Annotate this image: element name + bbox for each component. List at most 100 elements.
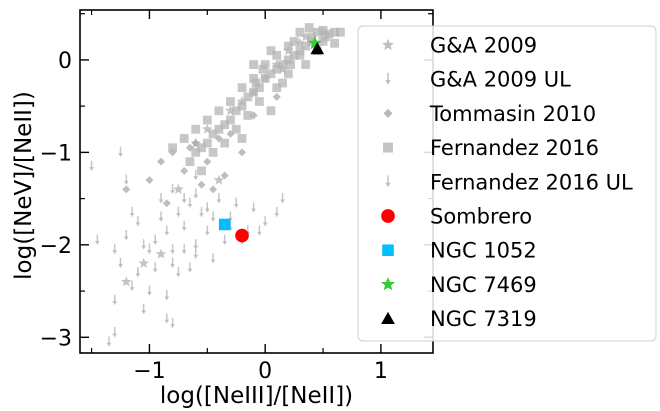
upper-limit-arrow-head (233, 204, 239, 209)
data-point (307, 32, 316, 42)
data-point (118, 146, 123, 158)
upper-limit-arrow-head (187, 204, 193, 209)
data-point (168, 143, 177, 153)
upper-limit-arrow-head (193, 245, 199, 250)
upper-limit-arrow-head (158, 199, 164, 204)
legend-label: G&A 2009 (430, 34, 537, 58)
data-point (266, 69, 276, 79)
series-8 (310, 42, 325, 55)
upper-limit-arrow-head (385, 80, 391, 85)
data-point (112, 243, 118, 255)
data-point (164, 290, 170, 301)
data-point (301, 41, 311, 51)
data-point (304, 23, 314, 32)
upper-limit-arrow-head (170, 324, 175, 329)
data-point (123, 174, 129, 185)
data-point (162, 199, 171, 208)
data-point (249, 74, 259, 83)
upper-limit-arrow-head (193, 254, 199, 259)
data-point (272, 50, 282, 60)
data-point (300, 31, 311, 42)
series-7 (308, 35, 322, 50)
data-point (118, 257, 123, 269)
upper-limit-arrow-head (170, 250, 175, 255)
data-point (158, 193, 164, 204)
data-point (152, 234, 158, 246)
data-point (202, 123, 213, 134)
upper-limit-arrow-head (274, 213, 280, 218)
legend-marker (381, 277, 395, 291)
upper-limit-arrow-head (256, 231, 262, 236)
data-point (233, 197, 239, 209)
data-point (123, 229, 129, 241)
data-point (170, 257, 175, 269)
upper-limit-arrow-head (170, 190, 175, 195)
series-5 (235, 228, 249, 243)
data-point (236, 95, 248, 107)
upper-limit-arrow-head (222, 241, 228, 246)
upper-limit-arrow-head (216, 199, 222, 204)
legend-label: NGC 1052 (430, 239, 537, 263)
data-point (220, 138, 230, 148)
series-0 (121, 26, 329, 287)
data-point (231, 106, 241, 116)
upper-limit-arrow-head (158, 217, 164, 222)
series-6 (218, 218, 231, 231)
data-point (330, 38, 340, 48)
upper-limit-arrow-head (123, 236, 129, 241)
data-point (141, 303, 147, 315)
x-tick-label: 0 (258, 359, 272, 384)
data-point (210, 211, 216, 222)
axis-ticks: −1 0 1 −3 −2 −1 0 (40, 10, 433, 384)
upper-limit-arrow-head (112, 301, 118, 306)
upper-limit-arrow-head (118, 264, 123, 269)
data-point (271, 58, 283, 70)
data-point (312, 27, 322, 37)
upper-limit-arrow-head (210, 259, 216, 264)
upper-limit-arrow-head (385, 182, 391, 188)
upper-limit-arrow-head (112, 250, 118, 255)
legend-marker (382, 244, 394, 256)
data-point (141, 239, 147, 250)
data-point (197, 166, 206, 176)
legend-label: Fernandez 2016 (430, 136, 599, 160)
data-point (175, 266, 181, 278)
data-point (197, 180, 206, 189)
data-point (220, 120, 230, 130)
data-point (193, 239, 199, 250)
legend-entry: G&A 2009 UL (385, 68, 571, 92)
upper-limit-arrow-head (89, 167, 94, 172)
data-point (310, 42, 325, 55)
data-point (193, 169, 199, 181)
legend-entry: Fernandez 2016 (383, 136, 599, 160)
upper-limit-arrow-head (164, 296, 170, 301)
data-point (208, 129, 218, 139)
legend-marker (381, 311, 395, 325)
data-point (260, 74, 270, 83)
data-point (204, 225, 210, 236)
upper-limit-arrow-head (175, 213, 181, 218)
data-point (283, 69, 293, 79)
legend-marker (381, 209, 395, 223)
data-point (204, 202, 210, 213)
data-point (238, 148, 247, 157)
x-tick-label: −1 (133, 359, 165, 384)
data-point (202, 138, 212, 148)
legend-marker (383, 142, 393, 153)
upper-limit-arrow-head (118, 153, 123, 158)
data-point (336, 27, 345, 37)
data-point (135, 216, 141, 227)
data-points (89, 23, 345, 347)
data-point (266, 106, 276, 116)
upper-limit-arrow-head (147, 291, 152, 296)
data-point (295, 46, 305, 56)
data-point (191, 147, 201, 157)
legend-marker (382, 38, 394, 51)
upper-limit-arrow-head (262, 222, 268, 227)
data-point (89, 160, 94, 172)
data-point (197, 143, 206, 153)
data-point (121, 276, 132, 287)
upper-limit-arrow-head (280, 199, 285, 204)
data-point (191, 124, 201, 134)
upper-limit-arrow-head (135, 222, 141, 227)
